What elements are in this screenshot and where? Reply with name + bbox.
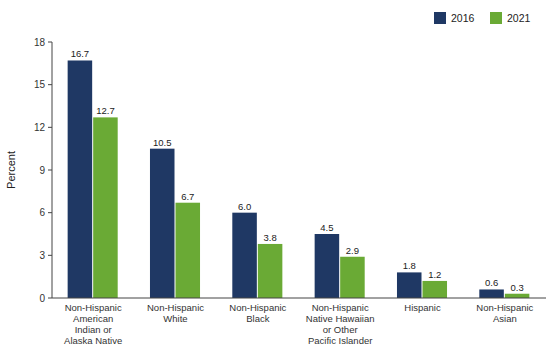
y-tick <box>48 42 52 43</box>
data-label: 4.5 <box>320 222 333 233</box>
bar <box>479 289 504 298</box>
bar <box>176 203 201 298</box>
bar <box>340 257 365 298</box>
y-tick <box>48 127 52 128</box>
legend-swatch <box>490 12 502 24</box>
y-tick <box>48 170 52 171</box>
x-tick-label: Non-HispanicAsian <box>476 302 533 324</box>
x-tick-label: Non-HispanicBlack <box>229 302 286 324</box>
bar <box>315 234 340 298</box>
x-tick-label: Hispanic <box>404 302 441 313</box>
data-label: 3.8 <box>263 232 276 243</box>
y-tick <box>48 255 52 256</box>
data-label: 1.2 <box>428 269 441 280</box>
legend-label: 2016 <box>451 12 475 24</box>
data-label: 12.7 <box>96 105 115 116</box>
y-tick-label: 3 <box>39 250 45 261</box>
data-label: 2.9 <box>346 245 359 256</box>
bar <box>150 149 175 298</box>
data-label: 6.0 <box>238 201 251 212</box>
y-tick-label: 0 <box>39 293 45 304</box>
legend-label: 2021 <box>507 12 531 24</box>
y-tick-label: 18 <box>34 37 46 48</box>
data-label: 1.8 <box>403 260 416 271</box>
bars <box>68 60 530 298</box>
y-tick <box>48 298 52 299</box>
data-label: 0.6 <box>485 277 498 288</box>
chart: 16.710.56.04.51.80.612.76.73.82.91.20.30… <box>0 0 560 362</box>
bar <box>397 272 422 298</box>
bar <box>68 60 93 298</box>
data-label: 6.7 <box>181 191 194 202</box>
x-tick-label: Non-HispanicAmericanIndian orAlaska Nati… <box>64 302 122 346</box>
y-tick-label: 15 <box>34 79 46 90</box>
bar <box>258 244 283 298</box>
data-label: 10.5 <box>153 137 172 148</box>
legend-swatch <box>434 12 446 24</box>
bar <box>505 294 530 298</box>
y-tick-label: 6 <box>39 207 45 218</box>
x-tick-label: Non-HispanicNative Hawaiianor OtherPacif… <box>306 302 375 346</box>
x-axis-line <box>52 298 546 299</box>
data-label: 16.7 <box>71 48 90 59</box>
y-tick-label: 12 <box>34 122 46 133</box>
y-axis-label: Percent <box>5 151 17 189</box>
bar <box>93 117 118 298</box>
y-tick <box>48 212 52 213</box>
legend: 2016 2021 <box>434 12 531 24</box>
bar <box>232 213 257 298</box>
bar <box>423 281 448 298</box>
data-label: 0.3 <box>510 282 523 293</box>
data-labels: 16.7 10.5 6.0 4.5 1.8 0.6 12.7 6.7 3.8 2.9 1.2 0.3 <box>71 48 524 292</box>
y-tick-label: 9 <box>39 165 45 176</box>
x-tick-label: Non-HispanicWhite <box>147 302 204 324</box>
y-tick <box>48 84 52 85</box>
axes: 0 3 6 9 12 15 18 Non-HispanicAmericanIndian orA… <box>34 37 546 347</box>
